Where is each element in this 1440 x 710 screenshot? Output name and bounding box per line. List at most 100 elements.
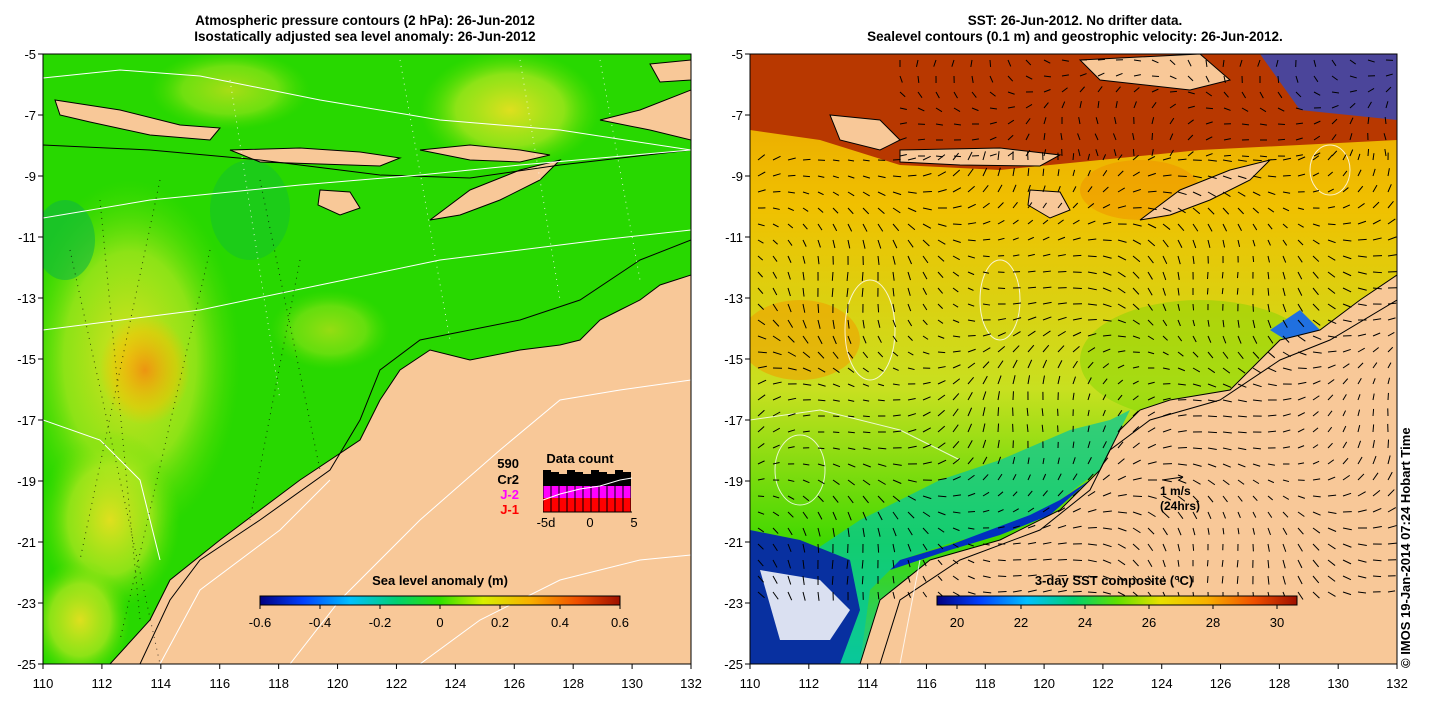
left-colorbar: Sea level anomaly (m) -0.6 -0.4 -0.2 0 0.2 0.… (249, 573, 629, 630)
left-colorbar-tick: -0.4 (309, 615, 331, 630)
right-colorbar-tick: 26 (1142, 615, 1156, 630)
right-lon-tick-label: 128 (1269, 676, 1291, 691)
data-count-bar-j1 (591, 498, 599, 512)
velocity-legend-duration: (24hrs) (1160, 499, 1200, 513)
data-count-bar-j1 (575, 498, 583, 512)
left-colorbar-tick: 0.2 (491, 615, 509, 630)
right-lat-tick-label: -13 (724, 291, 743, 306)
right-lat-tick-label: -5 (731, 47, 743, 62)
left-lat-tick-label: -7 (24, 108, 36, 123)
left-lon-tick-label: 120 (327, 676, 349, 691)
data-count-xtick: -5d (537, 515, 556, 530)
right-lon-tick-label: 130 (1327, 676, 1349, 691)
data-count-xtick: 5 (630, 515, 637, 530)
right-lat-tick-label: -7 (731, 108, 743, 123)
left-lat-axis: -5 -7 -9 -11 -13 -15 -17 -19 -21 -23 -25 (17, 47, 43, 672)
left-colorbar-title: Sea level anomaly (m) (372, 573, 508, 588)
left-colorbar-tick: 0.4 (551, 615, 569, 630)
left-lon-tick-label: 110 (33, 676, 54, 691)
left-lon-tick-label: 118 (268, 676, 289, 691)
right-lat-tick-label: -19 (724, 474, 743, 489)
data-count-bar-j1 (567, 498, 575, 512)
right-lon-tick-label: 112 (798, 676, 819, 691)
right-lat-axis: -5 -7 -9 -11 -13 -15 -17 -19 -21 -23 -25 (724, 47, 750, 672)
data-count-label: Cr2 (497, 472, 519, 487)
left-title-line1: Atmospheric pressure contours (2 hPa): 2… (195, 13, 535, 28)
right-colorbar-title: 3-day SST composite (°C) (1035, 573, 1193, 588)
data-count-bar-j1 (623, 498, 631, 512)
left-map (43, 54, 691, 664)
data-count-xtick: 0 (586, 515, 593, 530)
data-count-bar-j1 (615, 498, 623, 512)
left-lon-tick-label: 130 (621, 676, 643, 691)
right-lon-tick-label: 114 (857, 676, 878, 691)
right-colorbar-tick: 30 (1270, 615, 1284, 630)
velocity-legend-speed: 1 m/s (1160, 484, 1191, 498)
left-lon-tick-label: 126 (503, 676, 525, 691)
left-lon-tick-label: 128 (562, 676, 584, 691)
left-timor-island (429, 159, 562, 221)
right-timor-island (1139, 159, 1272, 221)
left-lat-tick-label: -17 (17, 413, 36, 428)
right-lat-tick-label: -21 (724, 535, 743, 550)
right-lon-tick-label: 118 (975, 676, 996, 691)
data-count-bar-j1 (559, 498, 567, 512)
right-lat-tick-label: -11 (725, 230, 743, 245)
right-lon-tick-label: 116 (916, 676, 937, 691)
right-lat-tick-label: -15 (724, 352, 743, 367)
left-lon-tick-label: 124 (445, 676, 467, 691)
right-title-line1: SST: 26-Jun-2012. No drifter data. (967, 13, 1183, 28)
right-lat-tick-label: -9 (731, 169, 743, 184)
left-lat-tick-label: -21 (17, 535, 36, 550)
data-count-total: 590 (497, 456, 519, 471)
left-lon-tick-label: 112 (92, 676, 113, 691)
data-count-label: J-1 (500, 502, 519, 517)
left-lat-tick-label: -15 (17, 352, 36, 367)
left-colorbar-tick: 0 (436, 615, 443, 630)
data-count-title: Data count (546, 451, 614, 466)
right-colorbar-tick: 24 (1078, 615, 1092, 630)
velocity-legend: 1 m/s (24hrs) (1160, 474, 1200, 513)
left-lat-tick-label: -5 (24, 47, 36, 62)
left-lon-tick-label: 114 (150, 676, 171, 691)
data-count-bar-j1 (543, 498, 551, 512)
data-count-bar-j1 (607, 498, 615, 512)
left-lon-axis: 110 112 114 116 118 120 122 124 126 128 130 132 (33, 664, 702, 691)
data-count-bar-j1 (599, 498, 607, 512)
left-lon-tick-label: 132 (680, 676, 702, 691)
left-lat-tick-label: -11 (18, 230, 36, 245)
left-colorbar-tick: -0.6 (249, 615, 271, 630)
right-colorbar: 3-day SST composite (°C) 20 22 24 26 28 30 (936, 573, 1298, 630)
left-australia-land (109, 274, 691, 664)
right-lon-axis: 110 112 114 116 118 120 122 124 126 128 130 132 (740, 664, 1408, 691)
right-colorbar-tick: 20 (950, 615, 964, 630)
right-title-line2: Sealevel contours (0.1 m) and geostrophi… (867, 29, 1283, 44)
left-lon-tick-label: 122 (386, 676, 408, 691)
imos-credit: © IMOS 19-Jan-2014 07:24 Hobart Time (1398, 427, 1413, 668)
data-count-bar-j1 (551, 498, 559, 512)
right-lon-tick-label: 120 (1033, 676, 1055, 691)
left-java-island (54, 99, 222, 141)
left-lat-tick-label: -19 (17, 474, 36, 489)
left-title-line2: Isostatically adjusted sea level anomaly… (194, 29, 536, 44)
right-lat-tick-label: -17 (724, 413, 743, 428)
left-colorbar-tick: 0.6 (611, 615, 629, 630)
right-lon-tick-label: 132 (1386, 676, 1408, 691)
right-lon-tick-label: 124 (1151, 676, 1173, 691)
right-lon-tick-label: 126 (1210, 676, 1232, 691)
right-lat-tick-label: -25 (724, 657, 743, 672)
right-lat-tick-label: -23 (724, 596, 743, 611)
left-lat-tick-label: -23 (17, 596, 36, 611)
left-colorbar-tick: -0.2 (369, 615, 391, 630)
right-colorbar-tick: 22 (1014, 615, 1028, 630)
right-map (750, 54, 1397, 664)
data-count-label: J-2 (500, 487, 519, 502)
left-lon-tick-label: 116 (209, 676, 230, 691)
left-lat-tick-label: -25 (17, 657, 36, 672)
right-lon-tick-label: 122 (1092, 676, 1114, 691)
right-australia-land (859, 274, 1397, 664)
right-colorbar-tick: 28 (1206, 615, 1220, 630)
right-lon-tick-label: 110 (740, 676, 761, 691)
